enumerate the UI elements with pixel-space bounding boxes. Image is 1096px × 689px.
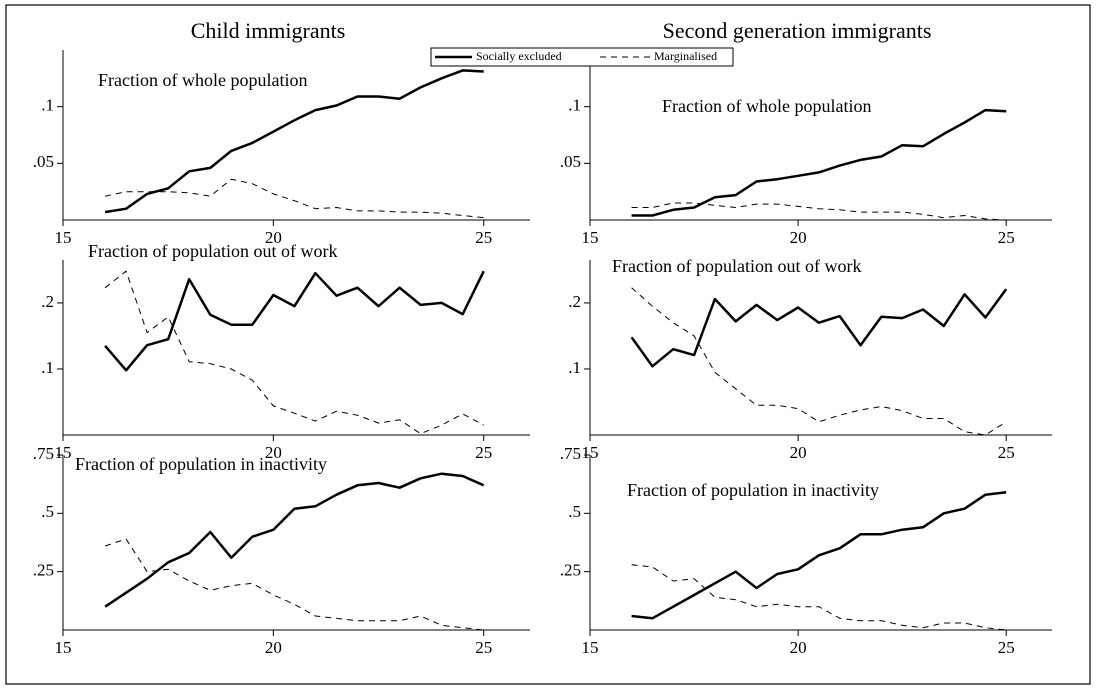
series-line <box>104 69 484 214</box>
legend-label: Socially excluded <box>476 49 562 63</box>
y-tick-label: .5 <box>568 502 581 521</box>
x-tick-label: 15 <box>582 638 599 657</box>
y-tick-label: .2 <box>568 292 581 311</box>
y-tick-label: .5 <box>41 502 54 521</box>
y-tick-label: .1 <box>568 358 581 377</box>
panel-subtitle: Fraction of whole population <box>98 70 307 90</box>
y-tick-label: .1 <box>568 96 581 115</box>
series-line <box>631 202 1007 221</box>
x-tick-label: 15 <box>55 638 72 657</box>
x-tick-label: 25 <box>998 443 1015 462</box>
x-tick-label: 20 <box>265 638 282 657</box>
series-line <box>631 108 1007 217</box>
series-line <box>104 270 485 372</box>
x-tick-label: 15 <box>55 443 72 462</box>
y-tick-label: .25 <box>560 561 581 580</box>
x-tick-label: 25 <box>998 228 1015 247</box>
column-title: Child immigrants <box>191 18 346 43</box>
legend-box <box>430 47 734 67</box>
y-tick-label: .25 <box>33 561 54 580</box>
y-tick-label: .05 <box>560 152 581 171</box>
x-tick-label: 20 <box>790 228 807 247</box>
series-line <box>631 491 1007 620</box>
series-line <box>631 287 1007 436</box>
panel-subtitle: Fraction of population out of work <box>88 241 337 261</box>
y-tick-label: .1 <box>41 358 54 377</box>
series-line <box>104 538 484 631</box>
x-tick-label: 25 <box>475 638 492 657</box>
y-tick-label: .1 <box>41 96 54 115</box>
x-tick-label: 25 <box>998 638 1015 657</box>
frame <box>5 4 1091 685</box>
x-tick-label: 15 <box>582 443 599 462</box>
x-tick-label: 15 <box>582 228 599 247</box>
y-tick-label: .75 <box>560 444 581 463</box>
panel-subtitle: Fraction of whole population <box>662 96 871 116</box>
y-tick-label: .2 <box>41 292 54 311</box>
legend-label: Marginalised <box>654 49 717 63</box>
series-line <box>631 564 1007 631</box>
y-tick-label: .05 <box>33 152 54 171</box>
x-tick-label: 15 <box>55 228 72 247</box>
panel-subtitle: Fraction of population in inactivity <box>627 480 879 500</box>
series-line <box>104 178 484 219</box>
x-tick-label: 20 <box>790 443 807 462</box>
column-title: Second generation immigrants <box>663 18 932 43</box>
series-line <box>630 288 1008 368</box>
series-line <box>104 270 484 435</box>
series-line <box>104 472 485 608</box>
panel-subtitle: Fraction of population out of work <box>612 256 861 276</box>
legend: Socially excluded Marginalised <box>430 47 734 67</box>
x-tick-label: 20 <box>265 443 282 462</box>
panel-subtitle: Fraction of population in inactivity <box>75 454 327 474</box>
y-tick-label: .75 <box>33 444 54 463</box>
x-tick-label: 25 <box>475 228 492 247</box>
x-tick-label: 20 <box>790 638 807 657</box>
x-tick-label: 20 <box>265 228 282 247</box>
x-tick-label: 25 <box>475 443 492 462</box>
